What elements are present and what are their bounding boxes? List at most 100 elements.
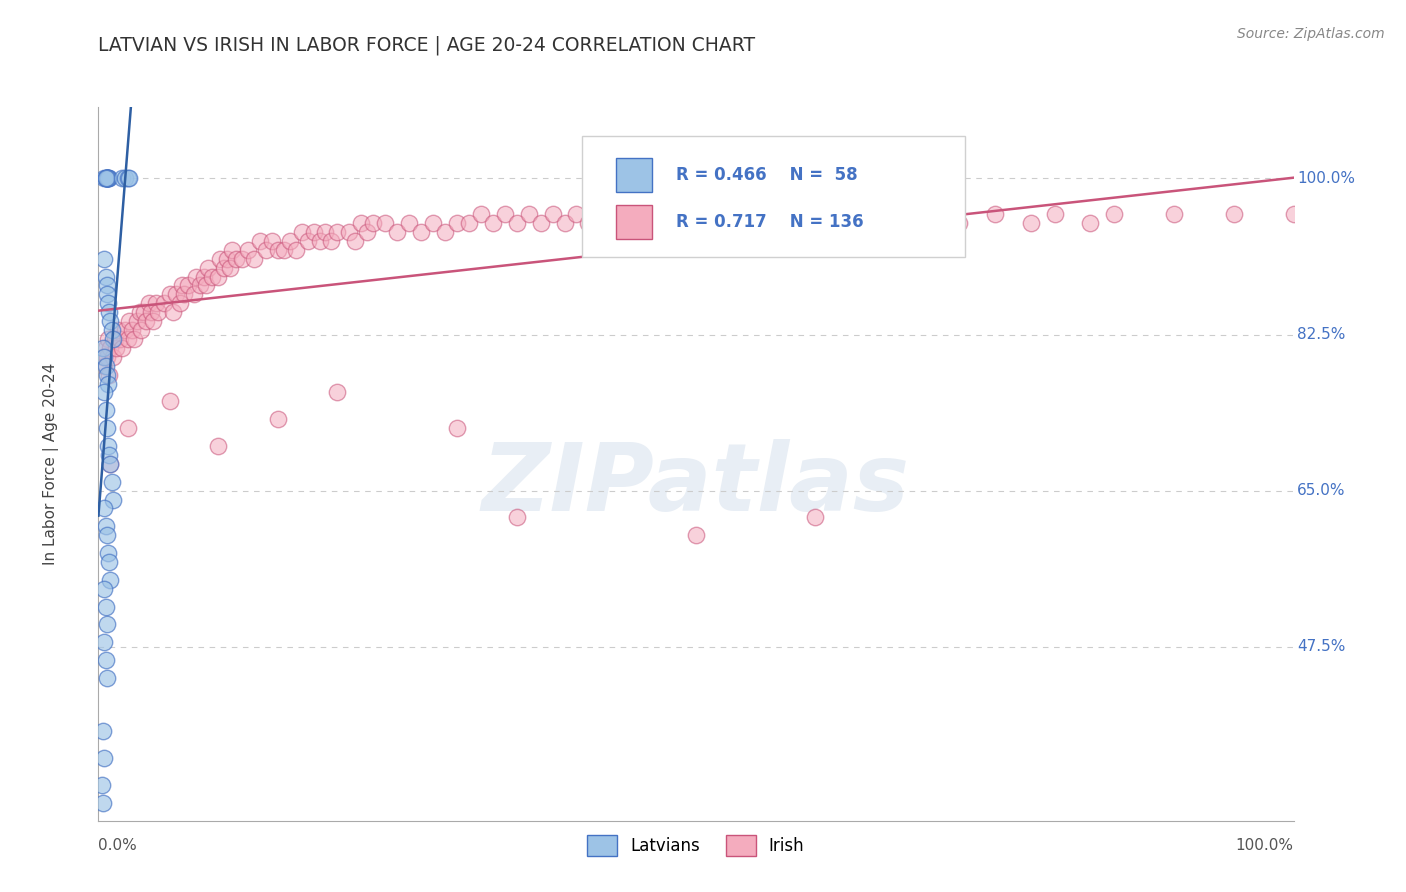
Point xyxy=(104,332,127,346)
Point xyxy=(111,341,134,355)
Point xyxy=(273,243,295,257)
Point xyxy=(98,368,121,382)
Point xyxy=(236,243,259,257)
Point xyxy=(96,528,118,542)
Point xyxy=(494,207,516,221)
Point xyxy=(900,216,922,230)
Point xyxy=(212,260,235,275)
Point xyxy=(97,546,120,560)
Point xyxy=(117,421,139,435)
Point xyxy=(97,171,120,186)
Text: LATVIAN VS IRISH IN LABOR FORCE | AGE 20-24 CORRELATION CHART: LATVIAN VS IRISH IN LABOR FORCE | AGE 20… xyxy=(98,36,755,55)
Point xyxy=(93,252,115,266)
Point xyxy=(107,323,129,337)
Point xyxy=(984,207,1007,221)
Point xyxy=(385,225,409,239)
Point xyxy=(302,225,325,239)
Point xyxy=(97,439,120,453)
Point xyxy=(231,252,253,266)
Point xyxy=(481,216,505,230)
Point xyxy=(118,171,141,186)
Point xyxy=(98,341,122,355)
Point xyxy=(91,796,114,810)
Point xyxy=(101,350,124,364)
Point xyxy=(93,635,115,649)
Point xyxy=(98,305,121,319)
Point xyxy=(637,207,659,221)
Point xyxy=(267,243,290,257)
Point xyxy=(93,582,115,596)
Point xyxy=(96,171,118,186)
Point xyxy=(470,207,492,221)
Point xyxy=(613,207,636,221)
Point xyxy=(243,252,266,266)
Point xyxy=(661,207,683,221)
Point xyxy=(344,234,367,248)
Point xyxy=(159,394,181,409)
Point xyxy=(98,555,121,569)
Point xyxy=(94,171,117,186)
Point xyxy=(188,278,211,293)
Point xyxy=(172,278,194,293)
Point xyxy=(183,287,205,301)
Point xyxy=(138,296,160,310)
Point xyxy=(96,287,118,301)
Point xyxy=(91,350,114,364)
Point xyxy=(169,296,191,310)
Point xyxy=(98,457,122,471)
FancyBboxPatch shape xyxy=(616,205,652,239)
Point xyxy=(98,171,121,186)
Point xyxy=(93,350,115,364)
Point xyxy=(685,528,707,542)
Point xyxy=(91,724,114,739)
Point xyxy=(97,171,120,186)
Point xyxy=(93,501,115,516)
Point xyxy=(315,225,337,239)
Point xyxy=(578,216,600,230)
Point xyxy=(804,216,827,230)
Point xyxy=(756,216,779,230)
Point xyxy=(93,171,115,186)
Point xyxy=(100,323,122,337)
Text: ZIPatlas: ZIPatlas xyxy=(482,439,910,532)
Text: 47.5%: 47.5% xyxy=(1298,640,1346,654)
Point xyxy=(91,341,114,355)
Point xyxy=(94,519,117,533)
Point xyxy=(554,216,576,230)
Point xyxy=(153,296,176,310)
Point xyxy=(96,350,118,364)
Point xyxy=(165,287,187,301)
Text: 100.0%: 100.0% xyxy=(1298,171,1355,186)
Point xyxy=(780,207,803,221)
Point xyxy=(124,332,146,346)
Point xyxy=(98,573,122,587)
Point xyxy=(356,225,378,239)
Point xyxy=(111,171,134,186)
Point xyxy=(114,323,136,337)
Point xyxy=(602,216,624,230)
Point xyxy=(506,510,529,524)
Point xyxy=(1043,207,1066,221)
Point xyxy=(108,332,131,346)
Point xyxy=(267,412,290,426)
Point xyxy=(135,314,157,328)
Point xyxy=(363,216,385,230)
Point xyxy=(565,207,588,221)
Point xyxy=(94,653,117,667)
Point xyxy=(93,359,115,373)
Point xyxy=(105,341,128,355)
Point xyxy=(1223,207,1246,221)
Point xyxy=(96,171,118,186)
Point xyxy=(97,171,120,186)
Point xyxy=(131,323,153,337)
Point xyxy=(217,252,239,266)
Point xyxy=(411,225,433,239)
Text: 0.0%: 0.0% xyxy=(98,838,138,854)
Point xyxy=(709,216,731,230)
Point xyxy=(91,778,114,792)
Point xyxy=(398,216,420,230)
Point xyxy=(517,207,540,221)
Point xyxy=(94,171,117,186)
Point xyxy=(1282,207,1305,221)
Point xyxy=(145,296,167,310)
